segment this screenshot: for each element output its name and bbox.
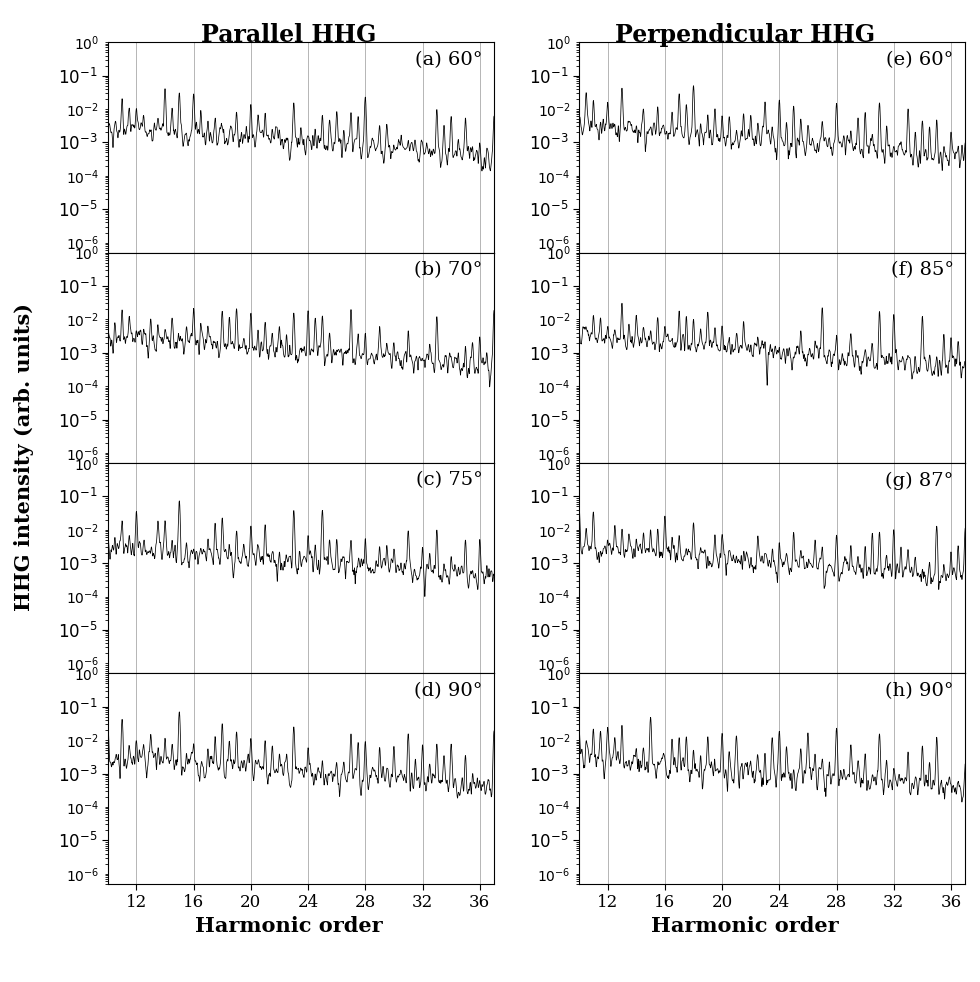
- Text: (c) 75°: (c) 75°: [416, 471, 482, 489]
- Text: (b) 70°: (b) 70°: [415, 261, 482, 279]
- Text: (a) 60°: (a) 60°: [415, 51, 482, 69]
- Text: (e) 60°: (e) 60°: [886, 51, 954, 69]
- Text: (h) 90°: (h) 90°: [885, 682, 954, 700]
- Text: HHG intensity (arb. units): HHG intensity (arb. units): [15, 302, 34, 611]
- Text: (d) 90°: (d) 90°: [414, 682, 482, 700]
- Text: Harmonic order: Harmonic order: [651, 916, 839, 936]
- Text: Perpendicular HHG: Perpendicular HHG: [614, 23, 875, 46]
- Text: (f) 85°: (f) 85°: [891, 261, 954, 279]
- Text: (g) 87°: (g) 87°: [885, 471, 954, 490]
- Text: Parallel HHG: Parallel HHG: [202, 23, 376, 46]
- Text: Harmonic order: Harmonic order: [195, 916, 383, 936]
